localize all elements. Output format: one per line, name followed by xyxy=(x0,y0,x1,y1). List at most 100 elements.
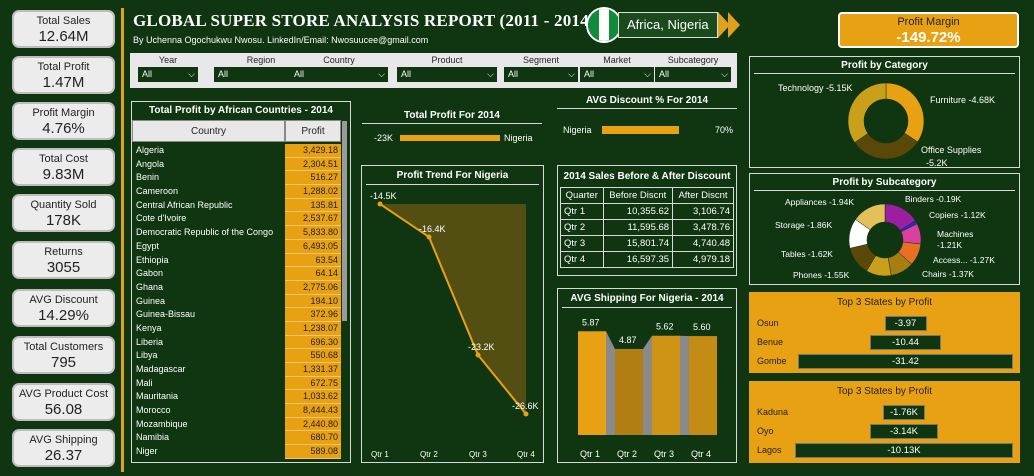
table-row[interactable]: Mali 672.75 xyxy=(132,376,350,391)
state-name: Gombe xyxy=(757,356,787,366)
sales-discount-title: 2014 Sales Before & After Discount xyxy=(563,171,731,182)
trend-point[interactable] xyxy=(377,201,383,207)
shipping-bar[interactable] xyxy=(689,336,717,435)
table-row[interactable]: Liberia 696.30 xyxy=(132,335,350,350)
filter-dropdown[interactable]: All ⌵ xyxy=(397,67,497,82)
column-header[interactable]: Quarter xyxy=(560,187,604,204)
trend-point[interactable] xyxy=(523,411,529,417)
trend-point[interactable] xyxy=(426,234,432,240)
table-row[interactable]: Guinea-Bissau 372.96 xyxy=(132,308,350,322)
table-row[interactable]: Morocco 8,444.43 xyxy=(132,404,350,418)
top-states-list-1: Osun -3.97 Benue -10.44 Gombe -31.42 xyxy=(751,312,1018,371)
shipping-bar[interactable] xyxy=(652,335,680,435)
country-name: Democratic Republic of the Congo xyxy=(136,227,274,238)
table-row[interactable]: Qtr 1 10,355.62 3,106.74 xyxy=(560,203,734,220)
trend-point[interactable] xyxy=(475,352,481,358)
chevron-down-icon: ⌵ xyxy=(188,69,195,79)
kpi-label: AVG Discount xyxy=(29,294,98,306)
table-row[interactable]: Benin 516.27 xyxy=(132,171,350,186)
filter-label: Country xyxy=(323,55,355,65)
country-name: Cote d'Ivoire xyxy=(136,213,187,224)
filter-year: Year All ⌵ xyxy=(138,55,198,82)
table-row[interactable]: Cameroon 1,288.02 xyxy=(132,185,350,199)
column-header[interactable]: Before Discnt xyxy=(602,187,674,204)
table-row[interactable]: Gabon 64.14 xyxy=(132,267,350,281)
trend-area xyxy=(380,204,526,414)
table-row[interactable]: Libya 550.68 xyxy=(132,349,350,363)
table-row[interactable]: Angola 2,304.51 xyxy=(132,157,350,172)
state-profit-bar[interactable]: -10.13K xyxy=(795,443,1013,458)
country-name: Namibia xyxy=(136,432,170,443)
table-row[interactable]: Qtr 3 15,801.74 4,740.48 xyxy=(560,235,734,252)
trend-x-tick: Qtr 3 xyxy=(469,450,487,459)
table-row[interactable]: Niger 589.08 xyxy=(132,445,350,459)
table-row[interactable]: Qtr 4 16,597.35 4,979.18 xyxy=(560,251,734,268)
country-profit: 8,444.43 xyxy=(285,404,341,418)
table-row[interactable]: Mauritania 1,033.62 xyxy=(132,390,350,405)
kpi-value: 56.08 xyxy=(44,401,83,418)
column-header-country[interactable]: Country xyxy=(132,120,285,142)
country-profit: 589.08 xyxy=(285,445,341,459)
table-row[interactable]: Kenya 1,238.07 xyxy=(132,321,350,336)
state-profit-bar[interactable]: -3.14K xyxy=(870,424,938,439)
kpi-card: Total Sales 12.64M xyxy=(12,10,115,48)
filter-dropdown[interactable]: All ⌵ xyxy=(655,67,731,82)
ribbon-connector xyxy=(643,335,652,435)
table-row[interactable]: Central African Republic 135.81 xyxy=(132,198,350,213)
country-name: Angola xyxy=(136,158,165,169)
shipping-data-label: 5.87 xyxy=(582,317,600,327)
country-profit: 2,537.67 xyxy=(285,212,341,227)
state-profit-bar[interactable]: -3.97 xyxy=(884,316,927,331)
state-profit-bar[interactable]: -1.76K xyxy=(883,405,925,420)
table-row[interactable]: Algeria 3,429.18 xyxy=(132,144,350,158)
countries-table-title: Total Profit by African Countries - 2014 xyxy=(132,102,350,120)
table-scrollbar[interactable] xyxy=(342,121,347,321)
countries-profit-table: Total Profit by African Countries - 2014… xyxy=(131,101,351,463)
filter-dropdown[interactable]: All ⌵ xyxy=(290,67,388,82)
category-label: Furniture -4.68K xyxy=(930,95,995,105)
profit-margin-value: -149.72% xyxy=(896,29,961,46)
column-header-profit[interactable]: Profit xyxy=(285,120,341,142)
state-profit-bar[interactable]: -10.44 xyxy=(869,335,942,350)
donut-slice[interactable] xyxy=(885,82,925,143)
shipping-x-tick: Qtr 3 xyxy=(654,449,674,459)
table-row[interactable]: Egypt 6,493.05 xyxy=(132,239,350,254)
profit-trend-title: Profit Trend For Nigeria xyxy=(396,170,509,181)
table-row[interactable]: Cote d'Ivoire 2,537.67 xyxy=(132,212,350,227)
table-row[interactable]: Qtr 2 11,595.68 3,478.76 xyxy=(560,219,734,236)
subcategory-label: Phones -1.55K xyxy=(793,270,850,280)
top-states-card-2: Top 3 States by Profit Kaduna -1.76K Oyo -3… xyxy=(749,381,1020,463)
avg-shipping-panel: AVG Shipping For Nigeria - 2014 5.87 Qtr … xyxy=(557,288,737,463)
table-row[interactable]: Mozambique 2,440.80 xyxy=(132,417,350,432)
table-row[interactable]: Namibia 680.70 xyxy=(132,431,350,446)
donut-slice[interactable] xyxy=(855,203,886,231)
donut-slice[interactable] xyxy=(854,132,919,160)
shipping-x-tick: Qtr 1 xyxy=(580,449,600,459)
column-header[interactable]: After Discnt xyxy=(672,187,734,204)
filter-value: All xyxy=(508,69,519,79)
table-row[interactable]: Ghana 2,775.06 xyxy=(132,280,350,295)
table-row[interactable]: Guinea 194.10 xyxy=(132,294,350,309)
country-profit: 1,331.37 xyxy=(285,363,341,377)
profit-margin-label: Profit Margin xyxy=(897,16,960,28)
chevron-right-icon xyxy=(728,12,740,38)
country-profit: 2,440.80 xyxy=(285,417,341,432)
filter-value: All xyxy=(142,69,153,79)
filter-dropdown[interactable]: All ⌵ xyxy=(580,67,654,82)
state-name: Lagos xyxy=(757,445,782,455)
filter-value: All xyxy=(401,69,412,79)
table-row[interactable]: Democratic Republic of the Congo 5,833.80 xyxy=(132,226,350,240)
state-name: Kaduna xyxy=(757,407,789,417)
divider-line xyxy=(557,108,737,109)
kpi-card: AVG Discount 14.29% xyxy=(12,289,115,327)
trend-data-label: -26.6K xyxy=(512,401,539,411)
table-row[interactable]: Ethiopia 63.54 xyxy=(132,253,350,268)
shipping-bar[interactable] xyxy=(578,331,606,435)
filter-dropdown[interactable]: All ⌵ xyxy=(504,67,578,82)
filter-dropdown[interactable]: All ⌵ xyxy=(138,67,198,82)
table-row[interactable]: Madagascar 1,331.37 xyxy=(132,363,350,377)
state-profit-bar[interactable]: -31.42 xyxy=(798,354,1013,369)
country-profit: 1,288.02 xyxy=(285,185,341,199)
donut-slice[interactable] xyxy=(847,82,887,143)
shipping-bar[interactable] xyxy=(615,348,643,435)
